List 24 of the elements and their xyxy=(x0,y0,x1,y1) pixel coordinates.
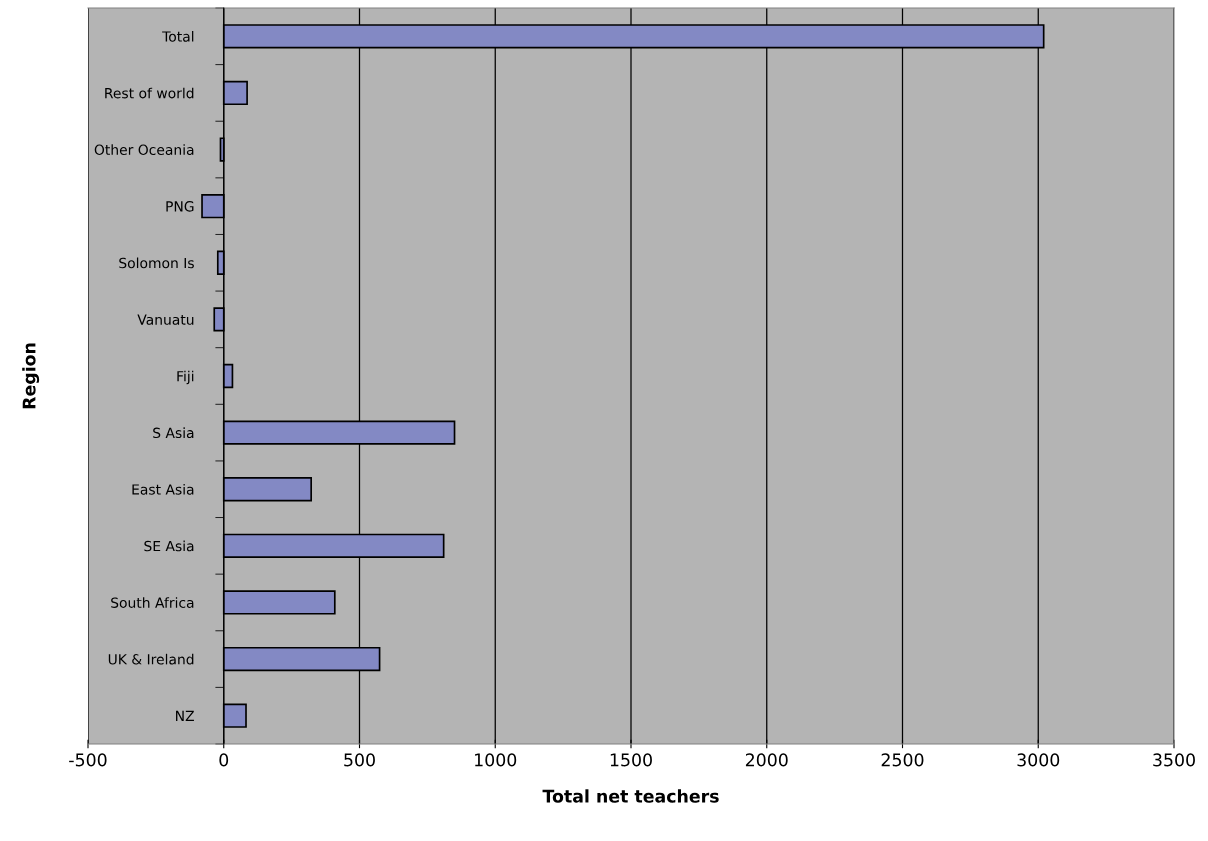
y-tick-label: Rest of world xyxy=(105,87,194,99)
x-tick-label: -500 xyxy=(69,753,107,767)
y-tick-label: PNG xyxy=(166,201,194,212)
y-tick-label: Fiji xyxy=(177,370,194,385)
y-tick-label: SE Asia xyxy=(144,540,194,552)
y-tick-label: UK & Ireland xyxy=(108,653,194,665)
y-tick-label: Vanuatu xyxy=(137,314,194,325)
x-tick-label: 0 xyxy=(219,753,229,767)
y-tick-label: NZ xyxy=(176,710,194,721)
y-tick-label: Other Oceania xyxy=(94,144,194,156)
y-tick-label: Solomon Is xyxy=(119,257,194,269)
y-axis-title: Region xyxy=(22,343,40,409)
x-tick-label: 500 xyxy=(344,753,375,767)
y-tick-label: East Asia xyxy=(132,483,194,495)
y-tick-label: S Asia xyxy=(153,427,194,439)
y-tick-label: Total xyxy=(162,31,194,42)
x-tick-label: 3000 xyxy=(1017,753,1060,767)
x-tick-label: 2500 xyxy=(881,753,924,767)
x-tick-label: 3500 xyxy=(1153,753,1195,767)
x-axis-title: Total net teachers xyxy=(542,789,719,803)
x-tick-label: 1000 xyxy=(475,753,517,767)
x-tick-label: 1500 xyxy=(610,753,652,767)
x-tick-label: 2000 xyxy=(745,753,788,767)
y-tick-label: South Africa xyxy=(111,597,194,608)
